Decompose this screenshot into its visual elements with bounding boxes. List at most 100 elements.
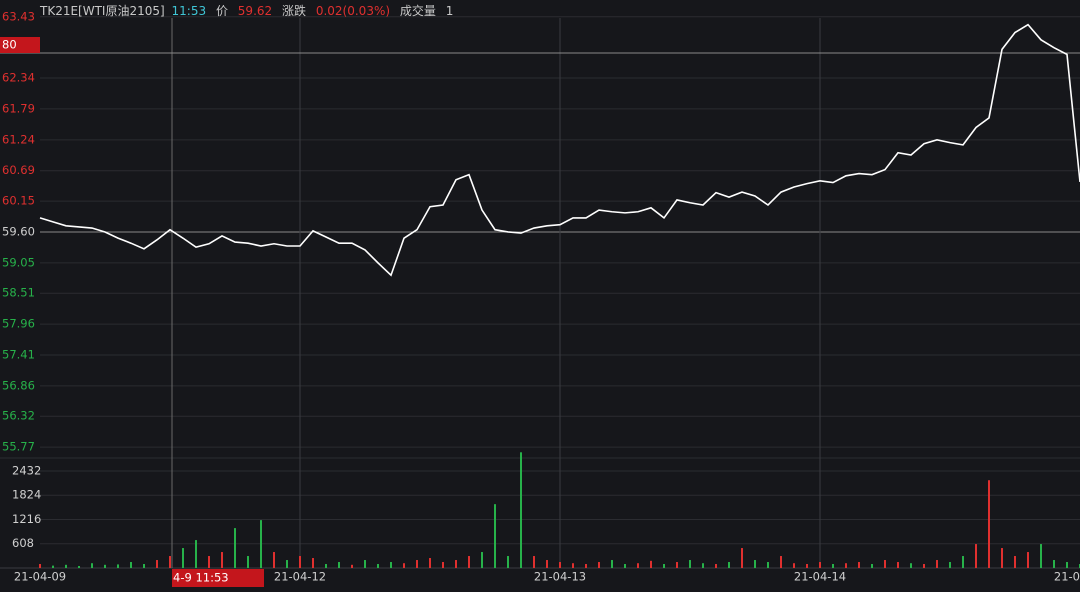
y-tick-label: 61.79 <box>2 101 35 115</box>
time: 11:53 <box>171 4 207 18</box>
volume-bar <box>975 544 977 568</box>
y-tick-label: 1824 <box>12 488 41 502</box>
price-line <box>39 23 1080 277</box>
volume-bar <box>767 562 769 568</box>
volume-bar <box>689 560 691 568</box>
volume-bar <box>611 560 613 568</box>
volume-bar <box>65 564 67 568</box>
volume-bar <box>390 562 392 568</box>
y-tick-label: 56.32 <box>2 409 35 423</box>
volume-bar <box>78 566 80 568</box>
volume-bar <box>273 552 275 568</box>
volume-bar <box>533 556 535 568</box>
volume-bar <box>260 520 262 568</box>
volume-bar <box>832 564 834 568</box>
volume-bar <box>325 564 327 568</box>
volume: 1 <box>445 4 454 18</box>
x-tick-label: 21-04-13 <box>534 570 586 584</box>
volume-bar <box>754 560 756 568</box>
volume-bar <box>715 564 717 568</box>
y-tick-label: 60.15 <box>2 194 35 208</box>
cursor-time: 4-9 11:53 <box>173 571 229 585</box>
volume-bar <box>585 564 587 568</box>
volume-bar <box>507 556 509 568</box>
volume-bar <box>871 564 873 568</box>
symbol: TK21E[WTI原油2105] <box>40 4 165 18</box>
y-tick-label: 62.34 <box>2 71 35 85</box>
volume-bar <box>195 540 197 568</box>
volume-bar <box>104 564 106 568</box>
volume-bar <box>403 563 405 568</box>
cursor-price: 80 <box>2 38 17 52</box>
y-tick-label: 55.77 <box>2 440 35 454</box>
volume-bar <box>962 556 964 568</box>
volume-bar <box>1001 548 1003 568</box>
volume-bar <box>442 562 444 568</box>
price: 59.62 <box>237 4 273 18</box>
y-tick-label: 59.60 <box>2 224 35 238</box>
volume-bar <box>468 556 470 568</box>
volume-bar <box>156 560 158 568</box>
y-tick-label: 57.96 <box>2 317 35 331</box>
volume-bar <box>676 562 678 568</box>
x-tick-label: 21-04-12 <box>274 570 326 584</box>
y-tick-label: 2432 <box>12 463 41 477</box>
volume-bar <box>897 562 899 568</box>
volume-bar <box>1014 556 1016 568</box>
volume-bar <box>91 563 93 568</box>
volume-bar <box>923 564 925 568</box>
x-tick-label: 21-0 <box>1054 570 1080 584</box>
volume-bar <box>338 562 340 568</box>
volume-bar <box>702 563 704 568</box>
volume-bar <box>377 564 379 568</box>
change-label: 涨跌 <box>281 4 306 18</box>
volume-bar <box>780 556 782 568</box>
y-tick-label: 63.43 <box>2 9 35 23</box>
volume-bar <box>845 563 847 568</box>
volume-bar <box>169 556 171 568</box>
y-tick-label: 60.69 <box>2 163 35 177</box>
volume-bar <box>949 562 951 568</box>
volume-bar <box>481 552 483 568</box>
volume-bar <box>858 562 860 568</box>
volume-bar <box>650 560 652 568</box>
volume-bar <box>520 452 522 568</box>
volume-bar <box>637 563 639 568</box>
volume-bar <box>663 564 665 568</box>
y-tick-label: 1216 <box>12 512 41 526</box>
y-tick-label: 61.24 <box>2 132 35 146</box>
change: 0.02(0.03%) <box>315 4 391 18</box>
volume-bar <box>221 552 223 568</box>
volume-bar <box>312 558 314 568</box>
y-tick-label: 57.41 <box>2 348 35 362</box>
volume-bar <box>52 565 54 568</box>
volume-bar <box>1053 560 1055 568</box>
x-tick-label: 21-04-14 <box>794 570 846 584</box>
volume-bar <box>351 564 353 568</box>
volume-bar <box>793 563 795 568</box>
volume-bar <box>546 560 548 568</box>
cursor-price-box <box>0 37 40 53</box>
volume-bar <box>182 548 184 568</box>
volume-bar <box>130 562 132 568</box>
price-label: 价 <box>215 4 228 18</box>
y-tick-label: 56.86 <box>2 378 35 392</box>
quote-header: TK21E[WTI原油2105] 11:53 价 59.62 涨跌 0.02(0… <box>40 2 459 19</box>
volume-bar <box>299 556 301 568</box>
volume-bar <box>572 563 574 568</box>
volume-bar <box>1066 562 1068 568</box>
volume-bar <box>624 564 626 568</box>
volume-bar <box>247 556 249 568</box>
x-tick-label: 21-04-09 <box>14 570 66 584</box>
volume-bar <box>728 562 730 568</box>
volume-bar <box>910 563 912 568</box>
volume-bar <box>117 564 119 568</box>
volume-bar <box>819 562 821 568</box>
volume-bar <box>208 556 210 568</box>
volume-bar <box>598 562 600 568</box>
cursor-time-box <box>172 569 264 587</box>
volume-bar <box>741 548 743 568</box>
volume-bar <box>559 562 561 568</box>
